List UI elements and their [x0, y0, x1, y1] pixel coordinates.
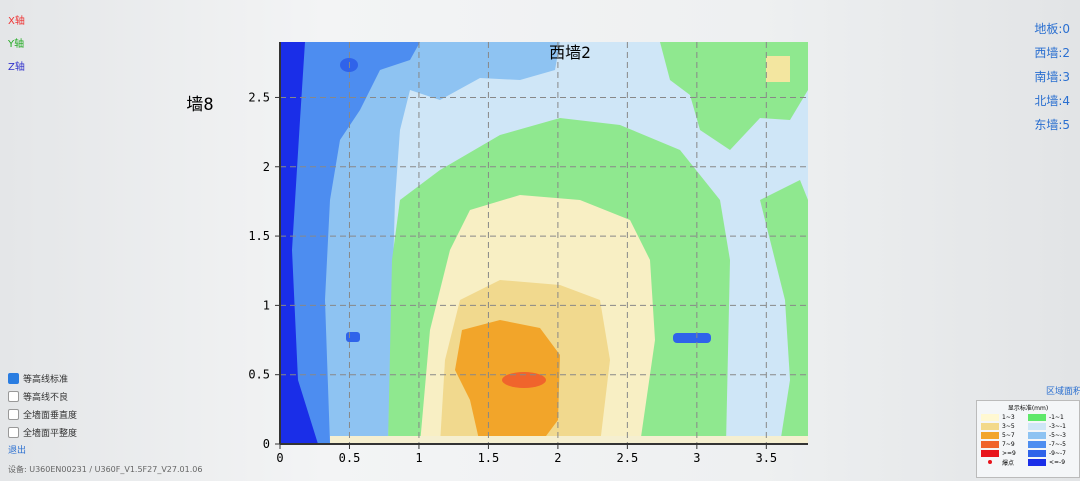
legend-swatch — [1028, 422, 1046, 430]
y-tick-label: 2 — [263, 160, 270, 174]
contour-fill — [280, 42, 808, 444]
legend-swatch — [981, 422, 999, 430]
legend-label: -3~-1 — [1049, 422, 1066, 430]
legend-item: >=9 — [981, 449, 1028, 457]
legend-title: 显示标准(mm) — [1007, 405, 1049, 412]
x-tick-label: 3.5 — [755, 451, 777, 465]
legend-label: 1~3 — [1002, 413, 1015, 421]
wall-item[interactable]: 西墙:2 — [1034, 46, 1070, 60]
z-axis-label: Z轴 — [8, 62, 25, 73]
legend-item: -7~-5 — [1028, 440, 1075, 448]
legend-item: 1~3 — [981, 413, 1028, 421]
checkbox[interactable] — [8, 391, 19, 402]
legend-item: -5~-3 — [1028, 431, 1075, 439]
checkbox[interactable] — [8, 409, 19, 420]
legend-item: -1~1 — [1028, 413, 1075, 421]
legend-swatch — [981, 449, 999, 457]
legend-label: -5~-3 — [1049, 431, 1066, 439]
legend-item: -9~-7 — [1028, 449, 1075, 457]
legend-label: 3~5 — [1002, 422, 1015, 430]
legend-label: 爆点 — [1002, 459, 1015, 467]
legend-swatch — [981, 431, 999, 439]
legend-swatch — [1028, 458, 1046, 466]
legend-item: 7~9 — [981, 440, 1028, 448]
legend-label: 5~7 — [1002, 431, 1015, 439]
x-axis-label: X轴 — [8, 16, 25, 27]
option[interactable]: 等高线标准 — [8, 372, 68, 385]
x-tick-label: 1.5 — [478, 451, 500, 465]
y-axis-label: Y轴 — [8, 39, 25, 50]
option-label: 等高线不良 — [23, 393, 69, 403]
x-tick-label: 1 — [415, 451, 422, 465]
legend-label: <=-9 — [1049, 458, 1066, 466]
legend-items: 1~3 -1~1 3~5 -3~-1 5~7 -5~-3 7~9 -7~-5 >=9 -9~-7 爆… — [977, 412, 1079, 467]
legend-dot — [988, 460, 992, 464]
option[interactable]: 等高线不良 — [8, 390, 68, 403]
option-label: 全墙面平整度 — [23, 429, 78, 439]
wall-item[interactable]: 东墙:5 — [1034, 118, 1070, 132]
plot-title: 西墙2 — [549, 43, 591, 62]
y-tick-label: 1.5 — [248, 229, 270, 243]
legend-label: -9~-7 — [1049, 449, 1066, 457]
x-tick-label: 0.5 — [339, 451, 361, 465]
area-link[interactable]: 区域面积 — [1046, 387, 1080, 397]
x-tick-label: 2.5 — [617, 451, 639, 465]
y-tick-label: 2.5 — [248, 90, 270, 104]
legend-swatch — [1028, 449, 1046, 457]
x-tick-label: 2 — [554, 451, 561, 465]
legend-item: -3~-1 — [1028, 422, 1075, 430]
legend-item: 5~7 — [981, 431, 1028, 439]
x-tick-label: 0 — [276, 451, 283, 465]
y-tick-label: 0 — [263, 437, 270, 451]
legend: 显示标准(mm) 1~3 -1~1 3~5 -3~-1 5~7 -5~-3 7~9 -7~-5… — [976, 400, 1080, 478]
checkbox[interactable] — [8, 427, 19, 438]
legend-label: -1~1 — [1049, 413, 1064, 421]
x-tick-label: 3 — [693, 451, 700, 465]
legend-swatch — [981, 413, 999, 421]
legend-label: 7~9 — [1002, 440, 1015, 448]
wall-item[interactable]: 北墙:4 — [1034, 94, 1070, 108]
option-label: 全墙面垂直度 — [23, 411, 78, 421]
legend-item: 爆点 — [981, 458, 1028, 467]
legend-swatch — [1028, 413, 1046, 421]
legend-swatch — [981, 440, 999, 448]
side-label: 墙8 — [186, 95, 213, 115]
device-info: 设备: U360EN00231 / U360F_V1.5F27_V27.01.0… — [8, 465, 203, 474]
legend-swatch — [1028, 440, 1046, 448]
y-tick-label: 1 — [263, 298, 270, 312]
checkbox[interactable] — [8, 373, 19, 384]
legend-item: 3~5 — [981, 422, 1028, 430]
wall-item[interactable]: 南墙:3 — [1034, 70, 1070, 84]
legend-item: <=-9 — [1028, 458, 1075, 466]
legend-label: -7~-5 — [1049, 440, 1066, 448]
option[interactable]: 全墙面垂直度 — [8, 408, 77, 421]
option[interactable]: 全墙面平整度 — [8, 426, 77, 439]
legend-label: >=9 — [1002, 449, 1016, 457]
legend-swatch — [1028, 431, 1046, 439]
option-label: 等高线标准 — [23, 375, 69, 385]
exit-button[interactable]: 退出 — [8, 446, 27, 456]
wall-item[interactable]: 地板:0 — [1034, 22, 1070, 36]
y-tick-label: 0.5 — [248, 368, 270, 382]
